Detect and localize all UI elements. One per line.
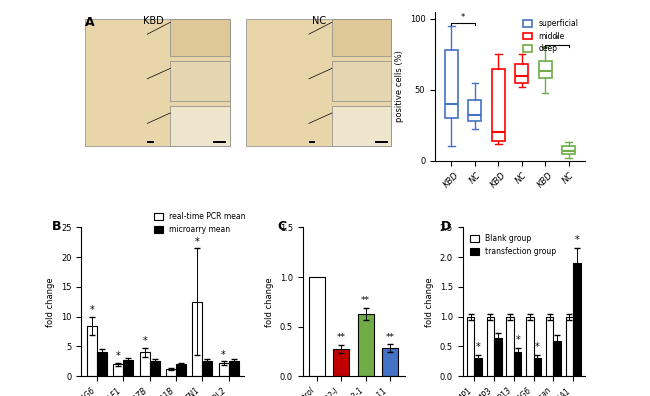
Bar	[382, 141, 388, 143]
Bar	[176, 364, 186, 376]
Bar	[170, 19, 229, 57]
Text: *: *	[554, 36, 559, 44]
Bar	[573, 263, 580, 376]
Text: *: *	[142, 336, 147, 346]
Bar	[229, 361, 239, 376]
Legend: superficial, middle, deep: superficial, middle, deep	[520, 16, 581, 57]
Text: C: C	[277, 220, 286, 233]
Bar	[534, 358, 541, 376]
Bar	[166, 369, 176, 376]
PathPatch shape	[469, 100, 482, 121]
Bar	[213, 141, 220, 143]
Text: NC: NC	[311, 16, 326, 27]
Text: **: **	[385, 333, 395, 341]
Bar	[202, 361, 213, 376]
Y-axis label: positive cells (%): positive cells (%)	[395, 50, 404, 122]
Bar	[97, 352, 107, 376]
Bar	[506, 317, 514, 376]
Text: *: *	[476, 342, 480, 352]
PathPatch shape	[492, 69, 505, 141]
Text: *: *	[461, 13, 465, 22]
Bar	[246, 19, 391, 146]
Bar	[514, 352, 521, 376]
PathPatch shape	[539, 61, 552, 78]
Text: *: *	[116, 351, 121, 361]
Bar	[147, 141, 154, 143]
Bar	[170, 61, 229, 101]
Text: **: **	[361, 296, 370, 305]
Bar	[332, 61, 391, 101]
Y-axis label: fold change: fold change	[425, 277, 434, 327]
Bar	[140, 352, 150, 376]
Bar	[382, 348, 398, 376]
Bar	[375, 141, 382, 143]
Bar	[309, 277, 325, 376]
Bar	[87, 326, 97, 376]
Y-axis label: fold change: fold change	[46, 277, 55, 327]
Text: **: **	[337, 333, 346, 343]
Bar	[333, 349, 349, 376]
Bar	[526, 317, 534, 376]
Bar	[553, 341, 561, 376]
Bar	[170, 106, 229, 146]
Bar	[566, 317, 573, 376]
Bar	[150, 361, 160, 376]
PathPatch shape	[445, 50, 458, 118]
Text: *: *	[195, 236, 200, 247]
Bar	[546, 317, 553, 376]
PathPatch shape	[515, 64, 528, 83]
Bar	[309, 141, 315, 143]
Bar	[84, 19, 229, 146]
Legend: Blank group, transfection group: Blank group, transfection group	[467, 231, 559, 259]
Bar	[220, 141, 226, 143]
Text: KBD: KBD	[144, 16, 164, 27]
Bar	[218, 363, 229, 376]
Text: *: *	[90, 305, 94, 315]
Text: *: *	[515, 335, 520, 345]
Bar	[192, 302, 202, 376]
Bar	[494, 337, 502, 376]
Bar	[124, 360, 133, 376]
Bar	[332, 106, 391, 146]
Text: *: *	[535, 342, 539, 352]
Text: *: *	[221, 350, 226, 360]
Legend: real-time PCR mean, microarry mean: real-time PCR mean, microarry mean	[151, 209, 249, 237]
Text: A: A	[84, 16, 94, 29]
Bar	[113, 364, 124, 376]
Text: *: *	[575, 235, 579, 246]
Y-axis label: fold change: fold change	[265, 277, 274, 327]
Text: D: D	[441, 220, 451, 233]
Bar	[474, 358, 482, 376]
Bar	[467, 317, 474, 376]
PathPatch shape	[562, 147, 575, 154]
Text: B: B	[52, 220, 61, 233]
Bar	[332, 19, 391, 57]
Bar	[358, 314, 374, 376]
Bar	[487, 317, 494, 376]
